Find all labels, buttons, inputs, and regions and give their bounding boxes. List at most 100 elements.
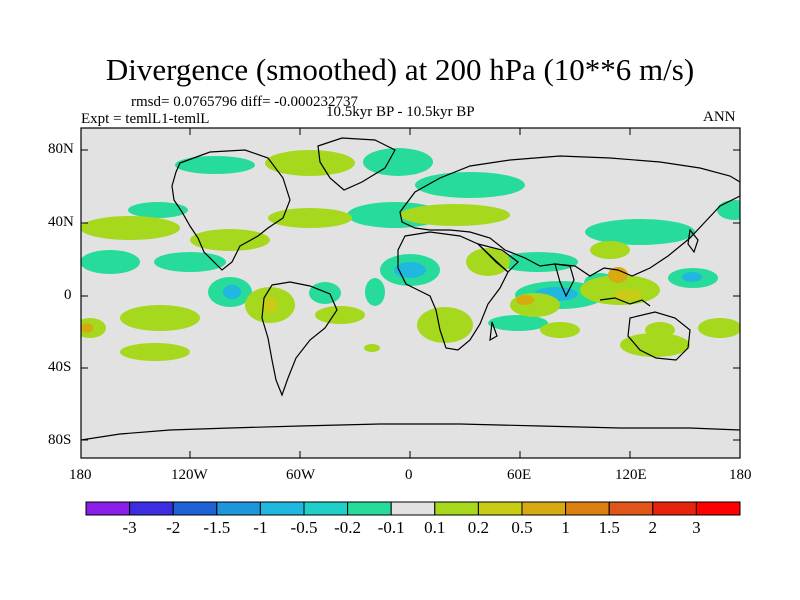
plot-title: Divergence (smoothed) at 200 hPa (10**6 … (105, 52, 695, 87)
contour-patch (585, 219, 695, 245)
y-ticks (81, 149, 740, 441)
contour-patch (128, 202, 188, 218)
colorbar-box (129, 501, 174, 516)
colorbar-box (477, 501, 523, 516)
colorbar-label: 1 (561, 518, 570, 537)
colorbar-label: 0.2 (467, 518, 490, 537)
contour-patch (590, 241, 630, 259)
colorbar-label: -2 (166, 518, 181, 537)
contour-patch (365, 278, 385, 306)
contour-patch (120, 305, 200, 331)
x-tick-label: 180 (69, 467, 92, 483)
australia-outline (627, 311, 691, 361)
contour-patch (81, 216, 180, 240)
contour-patch (394, 262, 426, 278)
colorbar-label: 0.1 (424, 518, 446, 537)
contour-patch (120, 343, 190, 361)
colorbar-box (695, 501, 741, 516)
contour-patch (190, 229, 270, 251)
contour-patch (498, 252, 578, 272)
colorbar-box (521, 501, 567, 516)
madagascar-outline (489, 321, 498, 342)
contour-patch (510, 293, 560, 317)
contour-patch (364, 344, 380, 352)
season-label: ANN (703, 109, 736, 125)
x-tick-label: 60W (286, 467, 316, 483)
colorbar-box (216, 501, 261, 516)
contour-patch (363, 148, 433, 176)
y-tick-label: 0 (64, 287, 72, 303)
y-tick-label: 40N (48, 214, 74, 230)
contour-patch (620, 333, 690, 357)
colorbar-box (347, 501, 392, 516)
india-outline (554, 263, 575, 298)
y-tick-label: 80N (48, 141, 74, 157)
contour-patch (175, 156, 255, 174)
x-tick-label: 180 (729, 467, 752, 483)
period-label: 10.5kyr BP - 10.5kyr BP (326, 104, 475, 120)
contour-patch (262, 297, 278, 313)
anomaly-contours (81, 148, 740, 361)
south-america-outline (261, 281, 338, 397)
colorbar-box (85, 501, 131, 516)
contour-patch (268, 208, 352, 228)
contour-patch (682, 272, 702, 282)
colorbar-label: -0.5 (290, 518, 318, 537)
contour-patch (265, 150, 355, 176)
colorbar-label: 3 (692, 518, 701, 537)
colorbar-box (608, 501, 654, 516)
colorbar-label: -1.5 (203, 518, 231, 537)
y-tick-label: 80S (48, 432, 72, 448)
stats-text: rmsd= 0.0765796 diff= -0.000232737 (131, 94, 359, 110)
colorbar-label: -0.2 (334, 518, 362, 537)
x-tick-label: 120W (171, 467, 208, 483)
colorbar-box (390, 501, 436, 516)
contour-patch (698, 318, 740, 338)
contour-patch (81, 250, 140, 274)
contour-patch (309, 282, 341, 304)
contour-patch (400, 204, 510, 226)
contour-patch (717, 200, 740, 220)
colorbar-box (652, 501, 697, 516)
x-tick-label: 0 (405, 467, 413, 483)
colorbar-box (259, 501, 305, 516)
contour-patch (608, 267, 628, 283)
antarctica-outline (81, 423, 740, 441)
x-tick-label: 120E (615, 467, 647, 483)
colorbar-label: 0.5 (511, 518, 533, 537)
contour-patch (516, 295, 534, 305)
experiment-label: Expt = temlL1-temlL (81, 111, 210, 127)
contour-patch (223, 285, 241, 299)
colorbar-label: -3 (122, 518, 137, 537)
indonesia-outline (599, 297, 651, 307)
contour-patch (417, 307, 473, 343)
contour-patch (488, 315, 548, 331)
north-america-outline (171, 149, 291, 271)
x-tick-label: 60E (507, 467, 532, 483)
japan-outline (687, 228, 699, 254)
contour-patch (81, 318, 106, 338)
contour-patch (540, 322, 580, 338)
contour-patch (81, 323, 93, 333)
colorbar-box (172, 501, 218, 516)
colorbar (85, 501, 741, 516)
colorbar-box (565, 501, 610, 516)
colorbar-label: -0.1 (377, 518, 405, 537)
x-ticks (189, 128, 631, 458)
arabia-outline (476, 242, 519, 273)
colorbar-label: 2 (648, 518, 658, 537)
eurasia-outline (399, 155, 740, 277)
y-tick-label: 40S (48, 359, 72, 375)
colorbar-box (434, 501, 479, 516)
greenland-outline (317, 137, 396, 191)
contour-patch (415, 172, 525, 198)
colorbar-box (303, 501, 349, 516)
contour-patch (315, 306, 365, 324)
contour-patch (645, 322, 675, 338)
coastlines (81, 137, 740, 441)
colorbar-label: -1 (253, 518, 268, 537)
contour-patch (154, 252, 226, 272)
colorbar-label: 1.5 (598, 518, 620, 537)
contour-patch (614, 289, 642, 301)
